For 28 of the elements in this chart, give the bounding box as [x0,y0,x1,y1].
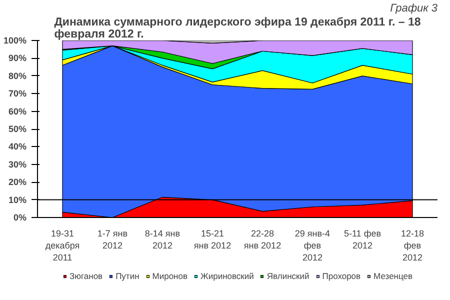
chart-title: Динамика суммарного лидерского эфира 19 декабря 2011 г. – 18 февраля 2012 г. [54,16,422,40]
y-tick-label: 30% [8,159,26,170]
y-tick-label: 10% [8,194,26,205]
x-tick-label: 29 янв-4 фев 2012 [294,228,330,262]
legend-label: Мезенцев [374,271,413,281]
x-tick-label: 22-28 янв 2012 [244,228,282,250]
legend-label: Явлинский [266,271,310,281]
legend-label: Зюганов [69,271,103,281]
x-tick-label: 19-31 декабря 2011 [45,228,80,262]
x-tick-label: 12-18 фев 2012 [400,228,424,262]
y-tick-label: 40% [8,142,26,152]
y-tick-label: 80% [8,70,26,81]
legend-label: Миронов [152,271,188,281]
y-tick-label: 90% [8,53,26,64]
legend-label: Жириновский [200,271,254,281]
legend-label: Прохоров [322,271,361,281]
x-tick-label: 5-11 фев 2012 [344,228,382,250]
x-tick-label: 8-14 янв 2012 [144,228,180,250]
y-tick-label: 60% [8,106,26,116]
y-tick-label: 70% [8,88,26,99]
y-tick-label: 0% [13,212,27,222]
text: График 3 [390,2,438,14]
x-tick-label: 1-7 янв 2012 [97,228,128,250]
y-tick-label: 100% [3,36,27,46]
legend-label: Путин [116,271,140,281]
y-tick-label: 50% [8,124,26,134]
y-tick-label: 20% [8,177,26,188]
x-tick-label: 15-21 янв 2012 [194,228,232,250]
